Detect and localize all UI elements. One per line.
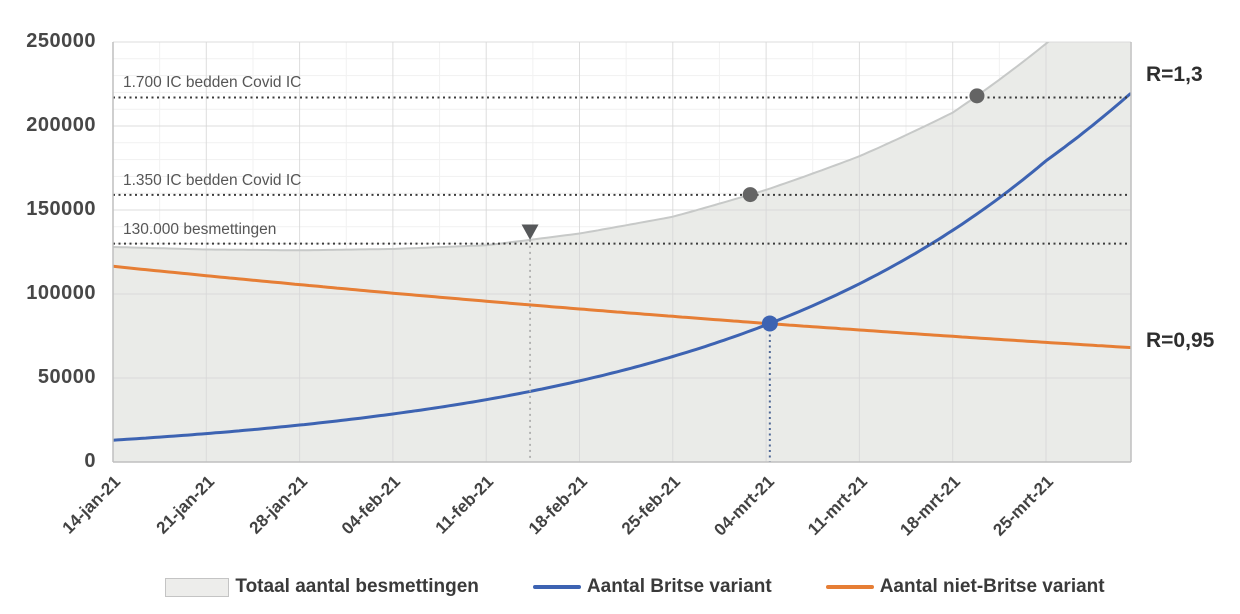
threshold-label-0: 1.700 IC bedden Covid IC <box>123 74 302 92</box>
y-axis-label: 100000 <box>26 282 96 304</box>
legend-item-niet-britse-variant[interactable]: Aantal niet-Britse variant <box>825 576 1105 598</box>
total-reaches-1350-ic-marker <box>742 187 758 203</box>
britse-overtakes-niet-britse-marker <box>761 315 778 332</box>
non-british-variant-line <box>113 264 1131 349</box>
y-axis-label: 150000 <box>26 198 96 220</box>
legend-label: Totaal aantal besmettingen <box>235 576 479 597</box>
total-reaches-1700-ic-marker <box>969 88 985 104</box>
chart-legend: Totaal aantal besmettingen Aantal Britse… <box>70 570 1200 604</box>
legend-item-britse-variant[interactable]: Aantal Britse variant <box>532 576 772 598</box>
total-crosses-130000-marker <box>521 224 539 240</box>
total-infections-line <box>113 42 1050 252</box>
area-swatch-icon <box>165 577 230 597</box>
legend-item-totaal-besmettingen[interactable]: Totaal aantal besmettingen <box>165 576 479 598</box>
y-axis-label: 0 <box>84 450 96 472</box>
y-axis-label: 50000 <box>37 366 96 388</box>
threshold-label-2: 130.000 besmettingen <box>123 220 277 238</box>
legend-label: Aantal Britse variant <box>586 576 772 597</box>
total-infections-area <box>113 42 1131 462</box>
y-axis-label: 200000 <box>26 114 96 136</box>
line-swatch-icon <box>825 585 874 589</box>
r-value-label-non-british: R=0,95 <box>1146 328 1215 352</box>
line-swatch-icon <box>532 585 581 589</box>
major-gridlines <box>113 41 1131 462</box>
y-axis-label: 250000 <box>26 30 96 52</box>
threshold-label-1: 1.350 IC bedden Covid IC <box>123 171 302 189</box>
r-value-label-british: R=1,3 <box>1146 62 1203 86</box>
british-variant-line <box>113 92 1131 442</box>
legend-label: Aantal niet-Britse variant <box>879 576 1105 597</box>
